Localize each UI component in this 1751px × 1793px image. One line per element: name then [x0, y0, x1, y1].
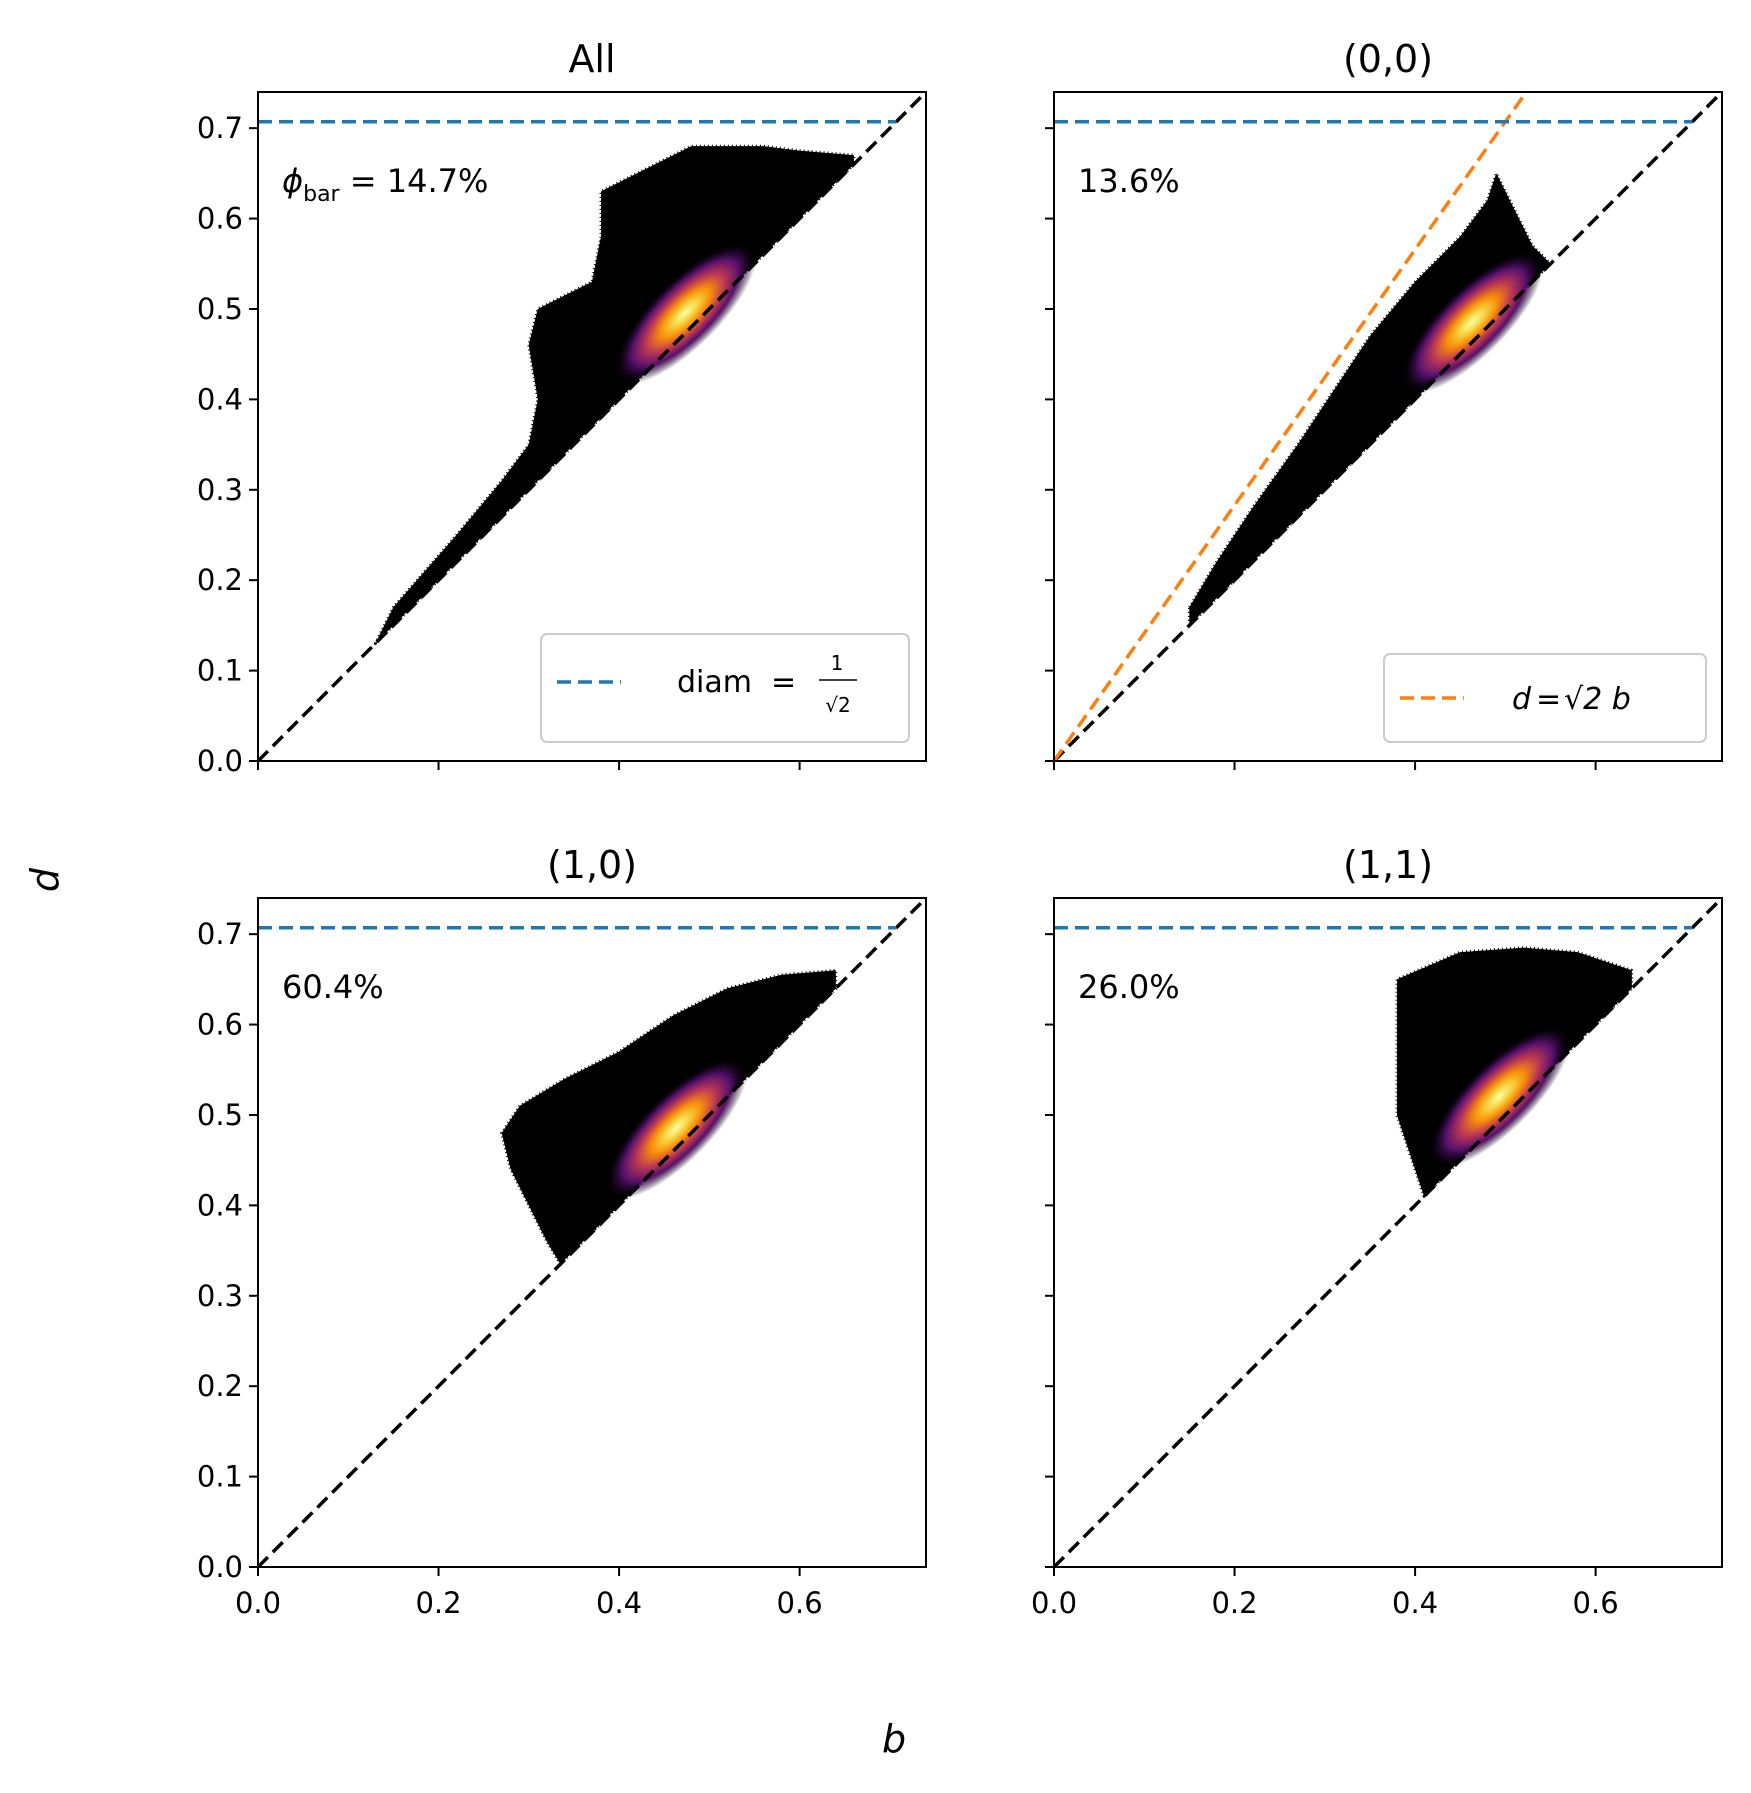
x-tick-label: 0.0: [235, 1586, 281, 1620]
legend-box: [1383, 653, 1707, 743]
fraction-annotation: 26.0%: [1078, 968, 1180, 1006]
subplot-title: (1,1): [1343, 843, 1433, 887]
legend-eq: =: [771, 665, 796, 700]
plot-area: [258, 898, 926, 1567]
y-tick-label: 0.7: [197, 917, 243, 951]
y-tick-label: 0.5: [197, 292, 243, 326]
subplot-1: All 0.0 0.1 0.2 0.3 0.4 0.5 0.6 0.7 ϕbar = 14.7% d…: [197, 37, 927, 778]
density-hotspot: [1400, 250, 1544, 394]
x-tick-label: 0.0: [1031, 1586, 1077, 1620]
axes-frame: [257, 91, 927, 762]
y-tick-label: 0.2: [197, 563, 243, 597]
y-axis-label: d: [23, 867, 67, 892]
scatter-cloud-fill: [1189, 173, 1551, 626]
legend-rhs: √2 b: [1564, 682, 1631, 717]
density-hotspot: [1428, 1025, 1571, 1168]
y-tick-label: 0.7: [197, 111, 243, 145]
phi-symbol: ϕ: [282, 162, 303, 200]
y-tick-label: 0.0: [197, 1550, 243, 1584]
axes-frame: [257, 897, 927, 1568]
fraction-annotation: 13.6%: [1078, 162, 1180, 200]
y-tick-label: 0.2: [197, 1369, 243, 1403]
legend-denominator: √2: [825, 693, 850, 717]
legend-numerator: 1: [831, 651, 844, 675]
y-tick-label: 0.6: [197, 202, 243, 236]
legend-lhs: d: [1512, 682, 1532, 717]
fraction-annotation: ϕbar = 14.7%: [282, 162, 488, 207]
phi-value: = 14.7%: [340, 162, 489, 200]
legend-eq: =: [1536, 682, 1561, 717]
subplot-4: (1,1) 0.0 0.2 0.4 0.6 26.0%: [1031, 843, 1723, 1620]
legend: d = √2 b: [1383, 653, 1707, 743]
y-tick-label: 0.4: [197, 1188, 243, 1222]
y-tick-label: 0.4: [197, 382, 243, 416]
axes-frame: [1053, 91, 1723, 762]
subplot-title: All: [568, 37, 615, 81]
subplot-2: (0,0) 13.6% d = √2 b: [1045, 37, 1723, 770]
diagonal-line: [1054, 898, 1722, 1567]
legend-label: diam: [677, 665, 752, 700]
phi-subscript: bar: [303, 182, 340, 207]
plot-area: [258, 92, 926, 761]
y-tick-label: 0.1: [197, 1460, 243, 1494]
y-tick-label: 0.6: [197, 1008, 243, 1042]
x-tick-label: 0.6: [1573, 1586, 1619, 1620]
x-tick-label: 0.4: [596, 1586, 642, 1620]
scatter-cloud-fill: [375, 146, 854, 644]
y-tick-label: 0.3: [197, 1279, 243, 1313]
x-tick-label: 0.4: [1392, 1586, 1438, 1620]
y-tick-label: 0.5: [197, 1098, 243, 1132]
x-tick-label: 0.2: [1211, 1586, 1257, 1620]
plot-area: [1054, 92, 1722, 761]
y-tick-label: 0.1: [197, 654, 243, 688]
legend-box: [540, 633, 910, 743]
y-tick-label: 0.0: [197, 744, 243, 778]
legend: diam = 1 √2: [540, 633, 910, 743]
density-hotspot: [604, 1056, 748, 1200]
subplot-title: (0,0): [1343, 37, 1433, 81]
diagonal-line: [258, 92, 926, 761]
x-tick-label: 0.2: [415, 1586, 461, 1620]
x-tick-label: 0.6: [777, 1586, 823, 1620]
plot-area: [1054, 898, 1722, 1567]
axes-frame: [1053, 897, 1723, 1568]
fraction-annotation: 60.4%: [282, 968, 384, 1006]
subplot-title: (1,0): [547, 843, 637, 887]
density-hotspot: [613, 241, 757, 385]
diagonal-line: [1054, 92, 1722, 761]
y-tick-label: 0.3: [197, 473, 243, 507]
subplot-3: (1,0) 0.0 0.1 0.2 0.3 0.4 0.5 0.6 0.7 0.0 0.2 0.4 0.…: [197, 843, 927, 1620]
sqrt2-line: [1054, 92, 1528, 761]
diagonal-line: [258, 898, 926, 1567]
x-axis-label: b: [882, 1717, 906, 1761]
